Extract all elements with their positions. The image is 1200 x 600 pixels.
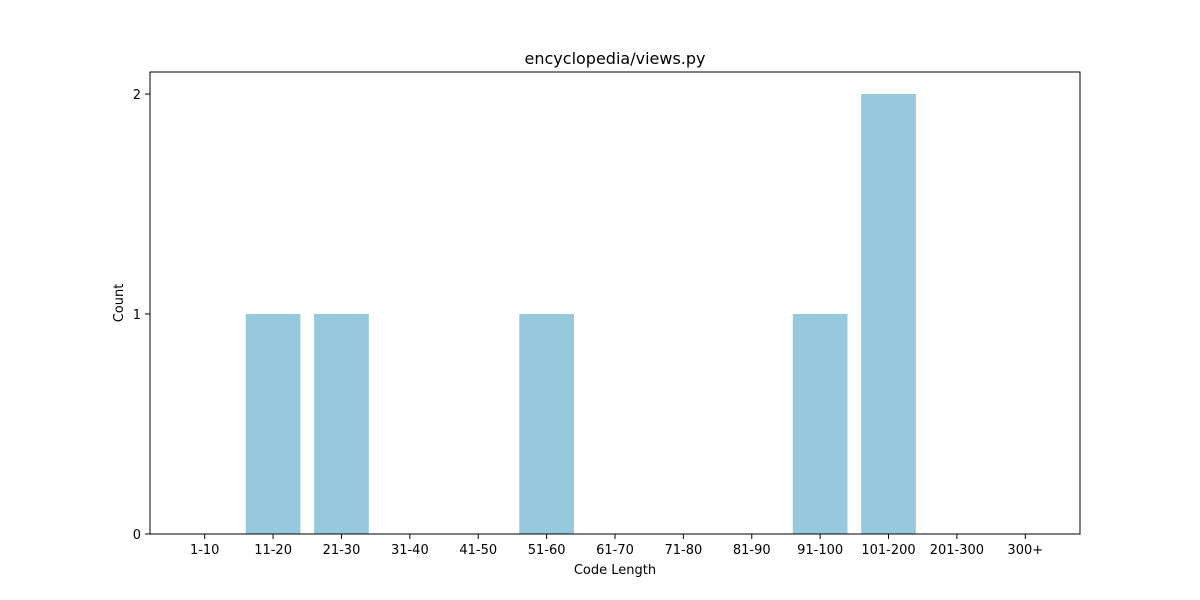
x-tick-label: 81-90: [733, 543, 771, 558]
x-tick-label: 11-20: [254, 543, 292, 558]
x-tick-label: 91-100: [797, 543, 843, 558]
x-tick-label: 31-40: [391, 543, 429, 558]
x-tick-label: 101-200: [861, 543, 915, 558]
y-tick-label: 0: [133, 528, 141, 543]
x-tick-label: 1-10: [190, 543, 220, 558]
x-tick-label: 300+: [1007, 543, 1043, 558]
x-axis: 1-10 11-20 21-30 31-40 41-50 51-60 61-70 71-80 8…: [190, 534, 1043, 558]
x-axis-label: Code Length: [574, 563, 656, 578]
x-tick-label: 41-50: [459, 543, 497, 558]
y-axis: 0 1 2: [133, 88, 150, 543]
x-tick-label: 21-30: [323, 543, 361, 558]
x-tick-label: 51-60: [528, 543, 566, 558]
bar-51-60: [519, 314, 574, 534]
bars-group: [245, 94, 916, 534]
y-tick-label: 1: [133, 308, 141, 323]
bar-101-200: [861, 94, 916, 534]
chart-title: encyclopedia/views.py: [525, 49, 706, 68]
x-tick-label: 201-300: [930, 543, 984, 558]
bar-21-30: [314, 314, 369, 534]
x-tick-label: 71-80: [664, 543, 702, 558]
bar-91-100: [792, 314, 848, 534]
bar-11-20: [245, 314, 301, 534]
y-axis-label: Count: [112, 284, 127, 323]
y-tick-label: 2: [133, 88, 141, 103]
x-tick-label: 61-70: [596, 543, 634, 558]
